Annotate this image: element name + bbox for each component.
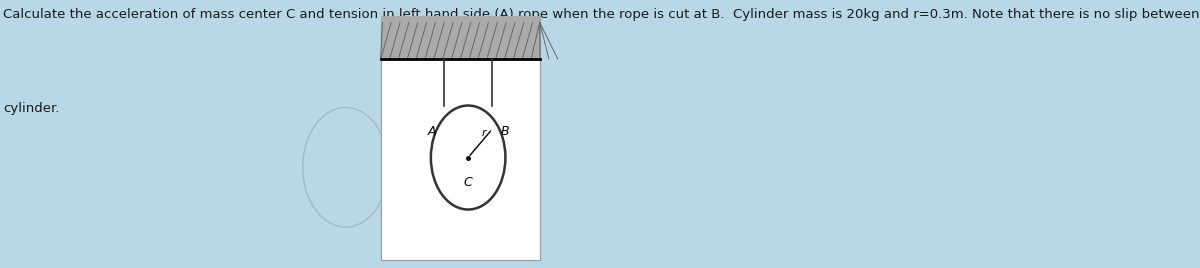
Ellipse shape (431, 106, 505, 210)
Bar (380, 16, 540, 260)
Text: B: B (500, 125, 509, 138)
Text: C: C (463, 176, 473, 189)
Bar (380, 16, 540, 59)
Text: A: A (427, 125, 436, 138)
Text: r: r (481, 128, 486, 137)
Text: Calculate the acceleration of mass center C and tension in left hand side (A) ro: Calculate the acceleration of mass cente… (4, 8, 1200, 21)
Text: cylinder.: cylinder. (4, 102, 60, 115)
